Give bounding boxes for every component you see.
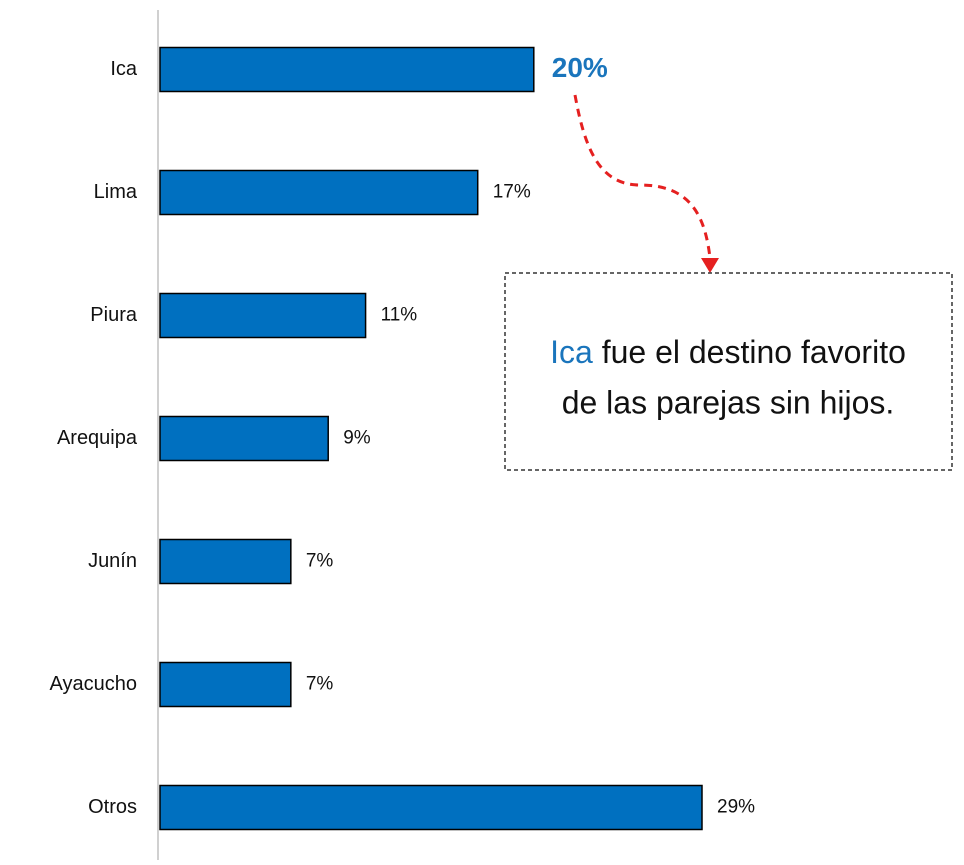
category-label: Ayacucho — [50, 673, 137, 695]
bar — [159, 46, 535, 93]
value-label: 29% — [717, 797, 755, 818]
category-label: Otros — [88, 796, 137, 818]
arrow — [573, 94, 712, 259]
annotation-text: fue el destino favorito — [602, 334, 906, 370]
annotation-box — [504, 272, 953, 471]
bar — [159, 661, 292, 708]
category-label: Junín — [88, 550, 137, 572]
annotation-line: de las parejas sin hijos. — [562, 384, 895, 420]
annotation-line: Ica fue el destino favorito — [550, 334, 906, 370]
category-label: Lima — [94, 181, 138, 203]
value-label: 20% — [552, 52, 608, 83]
bar — [159, 784, 703, 831]
category-label: Piura — [90, 304, 138, 326]
value-label: 7% — [306, 674, 334, 695]
category-label: Ica — [110, 58, 138, 80]
category-label: Arequipa — [57, 427, 138, 449]
value-label: 7% — [306, 551, 334, 572]
value-label: 9% — [343, 428, 371, 449]
bar — [159, 415, 329, 462]
annotation-highlight: Ica — [550, 334, 593, 370]
arrow-head — [701, 258, 719, 273]
value-label: 11% — [381, 305, 418, 326]
bar — [159, 538, 292, 585]
bar — [159, 169, 479, 216]
bar — [159, 292, 367, 339]
value-label: 17% — [493, 182, 531, 203]
